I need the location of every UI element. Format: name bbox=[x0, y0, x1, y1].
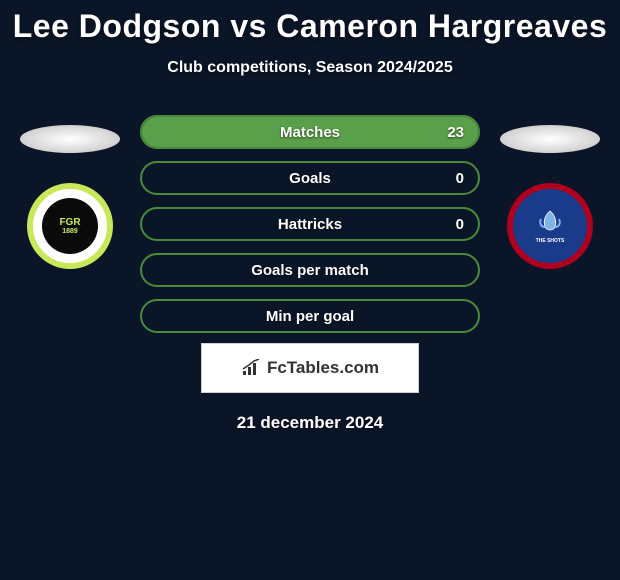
left-column: FGR 1889 bbox=[20, 115, 120, 269]
player-photo-left bbox=[20, 125, 120, 153]
team-crest-left: FGR 1889 bbox=[27, 183, 113, 269]
date-label: 21 december 2024 bbox=[0, 413, 620, 433]
crest-left-abbr: FGR bbox=[59, 217, 80, 228]
stat-bar: Min per goal bbox=[140, 299, 480, 333]
crest-right-inner: THE SHOTS bbox=[522, 198, 578, 254]
chart-icon bbox=[241, 359, 263, 377]
subtitle: Club competitions, Season 2024/2025 bbox=[0, 59, 620, 77]
right-column: THE SHOTS bbox=[500, 115, 600, 269]
phoenix-icon bbox=[535, 207, 565, 237]
stat-value-right: 23 bbox=[447, 124, 464, 141]
page-title: Lee Dodgson vs Cameron Hargreaves bbox=[0, 8, 620, 45]
stat-label: Goals bbox=[289, 170, 331, 187]
team-crest-right: THE SHOTS bbox=[507, 183, 593, 269]
stat-label: Hattricks bbox=[278, 216, 342, 233]
crest-right-motto: THE SHOTS bbox=[536, 239, 565, 245]
stat-bar: 23 Matches bbox=[140, 115, 480, 149]
stat-bar: 0 Hattricks bbox=[140, 207, 480, 241]
stat-label: Matches bbox=[280, 124, 340, 141]
attribution-text: FcTables.com bbox=[267, 358, 379, 378]
stat-bar: Goals per match bbox=[140, 253, 480, 287]
stat-bar: 0 Goals bbox=[140, 161, 480, 195]
stat-label: Min per goal bbox=[266, 308, 354, 325]
comparison-card: Lee Dodgson vs Cameron Hargreaves Club c… bbox=[0, 0, 620, 433]
stat-label: Goals per match bbox=[251, 262, 369, 279]
attribution-box: FcTables.com bbox=[201, 343, 419, 393]
stat-value-right: 0 bbox=[456, 170, 464, 187]
main-row: FGR 1889 23 Matches 0 Goals 0 Hattricks Goals … bbox=[0, 115, 620, 333]
stat-value-right: 0 bbox=[456, 216, 464, 233]
stats-column: 23 Matches 0 Goals 0 Hattricks Goals per match… bbox=[140, 115, 480, 333]
player-photo-right bbox=[500, 125, 600, 153]
crest-left-year: 1889 bbox=[62, 228, 78, 236]
crest-left-inner: FGR 1889 bbox=[42, 198, 98, 254]
